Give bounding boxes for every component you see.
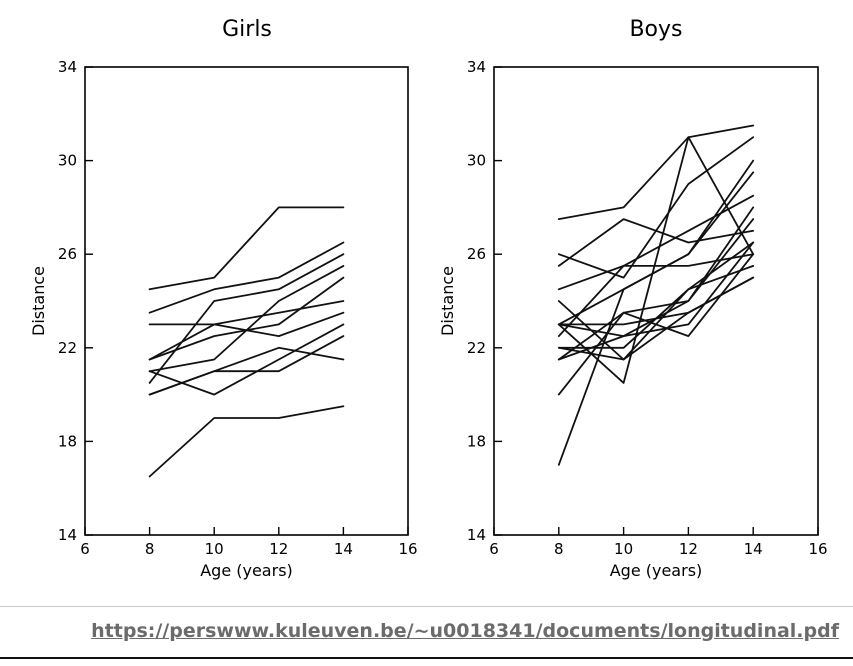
boys-y-tick-label: 30 — [467, 152, 486, 170]
source-link[interactable]: https://perswww.kuleuven.be/~u0018341/do… — [91, 620, 839, 642]
divider-bottom — [0, 657, 853, 659]
girls-series-line-girl-10 — [148, 405, 345, 478]
boys-y-tick-label: 14 — [467, 526, 486, 544]
boys-series-line-boy-14 — [557, 253, 755, 338]
girls-x-tick-label: 8 — [145, 540, 155, 558]
girls-x-tick-label: 14 — [334, 540, 353, 558]
girls-series-line-girl-9 — [148, 346, 345, 396]
boys-y-tick-label: 18 — [467, 432, 486, 450]
boys-x-tick-label: 14 — [744, 540, 763, 558]
girls-series-line-girl-7 — [148, 276, 345, 361]
girls-y-tick-label: 14 — [58, 526, 77, 544]
boys-x-tick-label: 8 — [554, 540, 564, 558]
girls-y-tick-label: 30 — [58, 152, 77, 170]
girls-x-tick-label: 6 — [80, 540, 90, 558]
girls-x-tick-label: 12 — [269, 540, 288, 558]
boys-series-line-boy-15 — [557, 159, 755, 326]
girls-title: Girls — [222, 17, 272, 42]
girls-y-tick-label: 26 — [58, 245, 77, 263]
boys-y-tick-label: 22 — [467, 339, 486, 357]
girls-series-line-girl-11 — [148, 206, 345, 291]
girls-y-axis-label: Distance — [29, 266, 48, 336]
boys-y-tick-label: 34 — [467, 58, 486, 76]
boys-x-axis-label: Age (years) — [610, 561, 703, 580]
boys-y-axis-label: Distance — [438, 266, 457, 336]
panel-girls: Girls 6 8 10 12 14 16 14 18 22 26 30 34 Age (years) Di… — [29, 17, 418, 580]
boys-x-tick-label: 16 — [808, 540, 827, 558]
girls-x-axis-label: Age (years) — [200, 561, 293, 580]
girls-x-tick-label: 10 — [205, 540, 224, 558]
boys-x-tick-label: 10 — [614, 540, 633, 558]
boys-series-line-boy-4 — [557, 218, 755, 267]
boys-series-line-boy-16 — [557, 276, 755, 361]
divider-top — [0, 606, 853, 607]
boys-series-line-boy-10 — [557, 124, 755, 221]
girls-y-tick-label: 22 — [58, 339, 77, 357]
girls-x-tick-label: 16 — [398, 540, 417, 558]
panel-boys: Boys 6 8 10 12 14 16 14 18 22 26 30 34 Age (years) Dis… — [438, 17, 828, 580]
boys-series-line-boy-8 — [557, 264, 755, 361]
figure: Girls 6 8 10 12 14 16 14 18 22 26 30 34 Age (years) Di… — [29, 17, 828, 580]
boys-x-tick-label: 6 — [489, 540, 499, 558]
boys-plot-frame — [493, 66, 819, 536]
boys-series-line-boy-12 — [557, 206, 755, 361]
boys-x-tick-label: 12 — [679, 540, 698, 558]
boys-title: Boys — [629, 17, 682, 42]
girls-y-tick-label: 34 — [58, 58, 77, 76]
girls-y-tick-label: 18 — [58, 432, 77, 450]
girls-series-line-girl-4 — [148, 241, 345, 314]
boys-y-tick-label: 26 — [467, 245, 486, 263]
girls-series-line-girl-8 — [148, 300, 345, 326]
girls-plot-frame — [84, 66, 409, 536]
